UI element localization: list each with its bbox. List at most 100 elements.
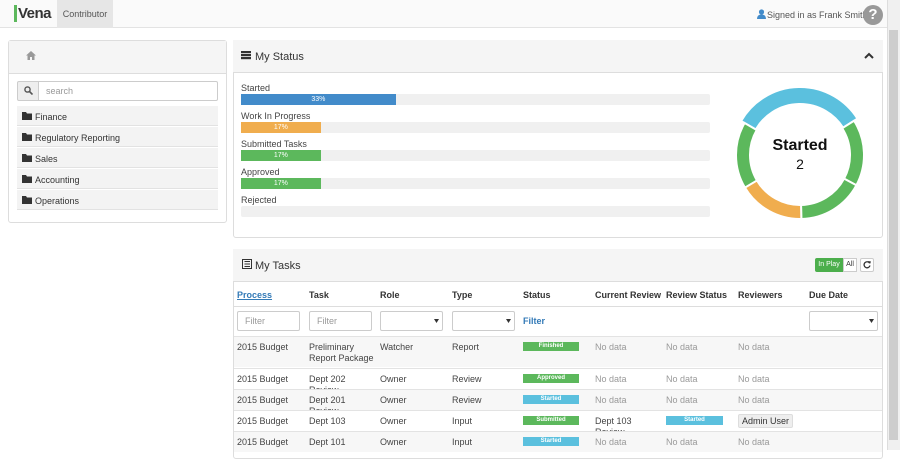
scroll-thumb — [889, 30, 898, 440]
task-cell: Dept 103 — [309, 416, 346, 426]
folder-shape — [22, 196, 32, 204]
folder-shape — [22, 133, 32, 141]
folder-label[interactable]: Regulatory Reporting — [35, 133, 121, 143]
folder-label[interactable]: Sales — [35, 154, 58, 164]
help-button[interactable]: ? — [863, 5, 883, 25]
filter-process[interactable]: Filter — [237, 311, 300, 331]
status-label: Approved — [241, 167, 280, 177]
user-name[interactable]: Signed in as Frank Smith — [767, 10, 868, 20]
search-icon — [24, 86, 33, 95]
status-badge: Approved — [523, 374, 579, 383]
task-cell: Review — [452, 395, 482, 405]
donut-label: Started — [772, 137, 827, 154]
folder-icon — [22, 112, 32, 120]
logo[interactable]: Vena — [14, 5, 52, 22]
folder-label[interactable]: Operations — [35, 196, 80, 206]
collapse-chevron — [864, 52, 874, 59]
folder-row[interactable] — [17, 190, 218, 210]
folder-row[interactable] — [17, 106, 218, 126]
status-badge: Submitted — [523, 416, 579, 425]
task-cell: No data — [595, 374, 627, 384]
task-cell: No data — [738, 437, 770, 447]
folder-icon — [22, 196, 32, 204]
task-cell: No data — [595, 395, 627, 405]
top-bar — [0, 0, 887, 28]
filter-status-link[interactable]: Filter — [523, 316, 546, 326]
folder-label[interactable]: Finance — [35, 112, 68, 122]
task-cell: No data — [595, 342, 627, 352]
progress-track — [241, 206, 710, 217]
column-header: Current Review — [595, 290, 662, 300]
donut-segment — [735, 121, 759, 189]
task-cell: Dept 101 — [309, 437, 346, 447]
task-cell: No data — [666, 374, 698, 384]
home-icon — [26, 51, 36, 60]
tasks-head — [233, 249, 883, 282]
sidebar-head — [9, 41, 226, 74]
task-cell: No data — [738, 395, 770, 405]
task-row[interactable] — [234, 336, 882, 367]
progress-bar: 17% — [241, 122, 321, 133]
donut-segment — [739, 86, 859, 131]
filter-select[interactable] — [380, 311, 443, 331]
icon-frame — [242, 259, 252, 269]
filter-select[interactable] — [452, 311, 515, 331]
progress-track — [241, 122, 710, 133]
filter-select[interactable] — [809, 311, 878, 331]
column-header: Review Status — [666, 290, 728, 300]
user-head — [758, 9, 765, 15]
arrow — [434, 319, 439, 323]
user-icon — [757, 9, 766, 19]
status-head — [233, 40, 883, 73]
toggle-in-play[interactable]: In Play — [815, 258, 843, 272]
donut-segment — [800, 177, 858, 221]
select-arrow — [869, 319, 874, 323]
refresh-icon — [863, 261, 871, 269]
task-cell: Report — [452, 342, 480, 352]
select-arrow — [506, 319, 511, 323]
toggle-all[interactable]: All — [843, 258, 857, 272]
lens — [24, 86, 31, 93]
donut-segment — [840, 119, 865, 187]
progress-track — [241, 94, 710, 105]
icon-bar — [241, 54, 251, 57]
column-header: Role — [380, 290, 400, 300]
task-cell: Owner — [380, 374, 407, 384]
chevron — [864, 52, 874, 59]
task-cell: No data — [738, 342, 770, 352]
folder-label[interactable]: Accounting — [35, 175, 80, 185]
tasks-title: My Tasks — [255, 260, 301, 272]
status-label: Rejected — [241, 195, 277, 205]
folder-icon — [22, 154, 32, 162]
status-donut: Started 2 — [735, 86, 865, 221]
column-header[interactable]: Process — [237, 290, 273, 300]
donut-segment — [743, 179, 803, 220]
lens-handle — [28, 90, 33, 95]
user-body — [757, 14, 766, 19]
arrow — [506, 319, 511, 323]
task-cell: 2015 Budget — [237, 437, 289, 447]
task-cell: No data — [666, 437, 698, 447]
task-cell: 2015 Budget — [237, 416, 289, 426]
filter-task[interactable]: Filter — [309, 311, 372, 331]
nav-tab[interactable]: Contributor — [57, 0, 113, 28]
task-cell: Owner — [380, 437, 407, 447]
status-badge: Started — [523, 437, 579, 446]
task-cell: 2015 Budget — [237, 374, 289, 384]
tasks-icon — [242, 259, 252, 269]
folder-row[interactable] — [17, 148, 218, 168]
search-input[interactable]: search — [38, 81, 218, 101]
task-cell: Input — [452, 416, 473, 426]
icon-bar — [241, 51, 251, 54]
task-cell: 2015 Budget — [237, 395, 289, 405]
status-icon — [241, 51, 251, 60]
progress-track — [241, 150, 710, 161]
task-cell: Preliminary Report Package — [309, 342, 374, 363]
folder-row[interactable] — [17, 127, 218, 147]
task-cell: Owner — [380, 416, 407, 426]
folder-row[interactable] — [17, 169, 218, 189]
folder-shape — [22, 112, 32, 120]
task-cell: No data — [738, 374, 770, 384]
status-badge: Finished — [523, 342, 579, 351]
